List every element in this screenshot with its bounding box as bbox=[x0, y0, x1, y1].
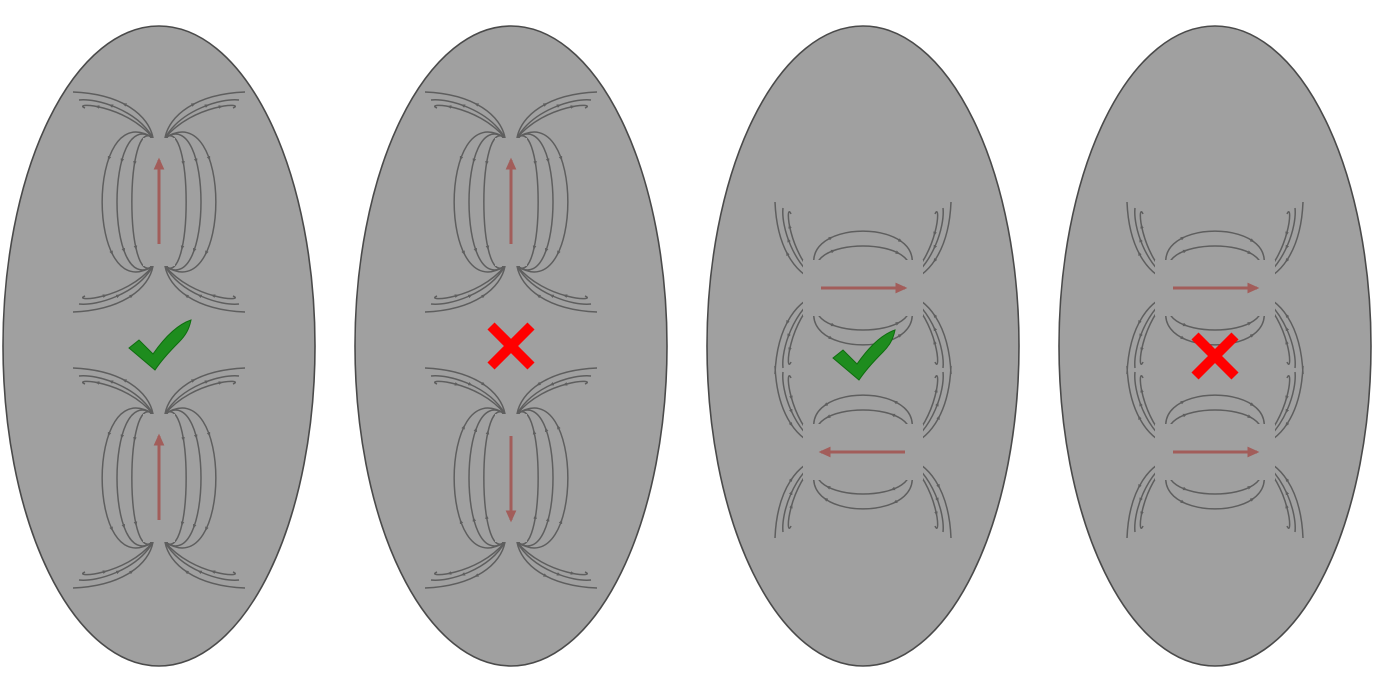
field-line bbox=[1165, 230, 1265, 283]
field-line bbox=[116, 409, 154, 547]
dipole-panel-2 bbox=[354, 25, 668, 667]
field-line bbox=[516, 134, 539, 270]
field-line bbox=[164, 375, 240, 415]
field-line bbox=[453, 131, 506, 273]
field-line bbox=[483, 134, 506, 270]
field-line bbox=[164, 134, 187, 270]
field-line bbox=[164, 380, 236, 415]
field-line bbox=[483, 410, 506, 546]
field-line bbox=[516, 409, 554, 547]
field-line bbox=[101, 131, 154, 273]
field-line bbox=[468, 133, 506, 271]
field-line bbox=[164, 409, 202, 547]
field-line bbox=[468, 409, 506, 547]
field-line bbox=[430, 99, 506, 139]
field-line bbox=[813, 230, 913, 283]
dipole-panel-1 bbox=[2, 25, 316, 667]
check-icon bbox=[832, 329, 896, 381]
field-line bbox=[164, 410, 187, 546]
field-line bbox=[164, 133, 202, 271]
field-line bbox=[164, 407, 217, 549]
field-line bbox=[516, 99, 592, 139]
field-line bbox=[516, 104, 588, 139]
field-line bbox=[101, 407, 154, 549]
check-icon bbox=[128, 319, 192, 371]
field-line bbox=[434, 541, 506, 576]
dipole-panel-3 bbox=[706, 25, 1020, 667]
field-line bbox=[430, 541, 506, 581]
field-line bbox=[72, 367, 154, 415]
field-line bbox=[164, 91, 246, 139]
field-line bbox=[516, 133, 554, 271]
cross-icon bbox=[487, 322, 535, 370]
field-line bbox=[131, 410, 154, 546]
dipole-panel-4 bbox=[1058, 25, 1372, 667]
field-line bbox=[434, 104, 506, 139]
field-line bbox=[516, 541, 588, 576]
field-line bbox=[164, 99, 240, 139]
field-line bbox=[424, 91, 506, 139]
field-line bbox=[164, 131, 217, 273]
field-line bbox=[813, 457, 913, 510]
field-line bbox=[1165, 457, 1265, 510]
field-line bbox=[131, 134, 154, 270]
field-line bbox=[78, 375, 154, 415]
ellipsoid-body bbox=[1058, 25, 1372, 667]
field-line bbox=[813, 394, 913, 447]
field-line bbox=[516, 131, 569, 273]
field-line bbox=[516, 410, 539, 546]
field-line bbox=[78, 99, 154, 139]
ellipsoid-body bbox=[706, 25, 1020, 667]
field-line bbox=[1165, 394, 1265, 447]
field-line bbox=[82, 104, 154, 139]
field-line bbox=[516, 91, 598, 139]
field-line bbox=[82, 380, 154, 415]
field-line bbox=[116, 133, 154, 271]
field-line bbox=[516, 541, 592, 581]
field-line bbox=[516, 407, 569, 549]
field-line bbox=[424, 541, 506, 589]
field-line bbox=[516, 541, 598, 589]
field-line bbox=[813, 293, 913, 346]
field-line bbox=[164, 367, 246, 415]
field-line bbox=[164, 104, 236, 139]
field-line bbox=[453, 407, 506, 549]
cross-icon bbox=[1191, 332, 1239, 380]
field-line bbox=[72, 91, 154, 139]
field-line bbox=[1165, 293, 1265, 346]
